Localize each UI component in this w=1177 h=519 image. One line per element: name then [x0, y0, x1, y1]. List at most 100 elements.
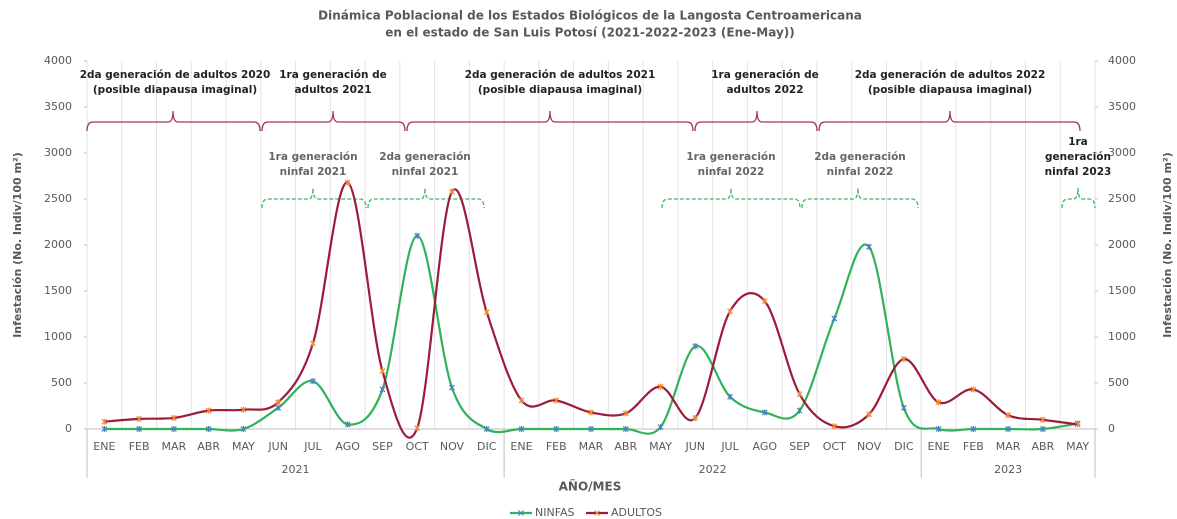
legend-label: ADULTOS — [611, 506, 662, 519]
point — [1005, 412, 1012, 419]
annotation: ninfal 2022 — [827, 166, 894, 178]
point — [866, 411, 872, 418]
point — [970, 426, 977, 432]
point — [205, 426, 212, 432]
point — [588, 426, 594, 432]
x-tick-label: MAY — [649, 440, 672, 453]
annotation: (posible diapausa imaginal) — [478, 84, 642, 96]
point — [275, 399, 282, 406]
y2-tick-label: 4000 — [1108, 54, 1136, 67]
annotation: 1ra generación — [268, 151, 357, 163]
nymph-bracket — [801, 187, 919, 209]
x-tick-label: DIC — [894, 440, 914, 453]
y-tick-label: 2500 — [44, 192, 72, 205]
legend-label: NINFAS — [535, 506, 575, 519]
annotation: 2da generación de adultos 2020 — [80, 69, 271, 81]
annotation: 1ra generación — [686, 151, 775, 163]
annotation: 2da generación de adultos 2021 — [465, 69, 656, 81]
point — [483, 426, 490, 432]
point — [344, 421, 351, 428]
x-tick-label: NOV — [440, 440, 465, 453]
x-tick-label: MAR — [579, 440, 604, 453]
point — [101, 426, 108, 432]
point — [170, 414, 177, 421]
y2-tick-label: 3500 — [1108, 100, 1136, 113]
point — [240, 406, 247, 413]
legend-marker — [518, 510, 524, 516]
point — [414, 425, 421, 432]
x-tick-label: JUN — [267, 440, 288, 453]
point — [1074, 421, 1081, 428]
y-tick-label: 2000 — [44, 238, 72, 251]
point — [240, 426, 247, 432]
point — [796, 407, 803, 414]
point — [101, 418, 108, 425]
point — [900, 356, 907, 363]
group-label: 2021 — [282, 463, 310, 476]
legend-marker — [594, 510, 600, 516]
x-tick-label: JUL — [720, 440, 739, 453]
annotation: 2da generación — [379, 151, 471, 163]
x-tick-label: SEP — [789, 440, 810, 453]
point — [379, 368, 386, 375]
x-tick-label: ABR — [197, 440, 220, 453]
y-tick-label: 4000 — [44, 54, 72, 67]
point — [935, 426, 942, 432]
annotation: 2da generación — [814, 151, 906, 163]
annotation: (posible diapausa imaginal) — [93, 84, 257, 96]
point — [170, 426, 177, 432]
x-tick-label: FEB — [963, 440, 984, 453]
y2-tick-label: 3000 — [1108, 146, 1136, 159]
nymph-bracket — [1061, 187, 1096, 209]
y2-tick-label: 2000 — [1108, 238, 1136, 251]
y2-tick-label: 1500 — [1108, 284, 1136, 297]
point — [866, 243, 872, 250]
point — [831, 315, 838, 322]
adult-bracket — [818, 110, 1081, 132]
point — [205, 407, 212, 414]
x-tick-label: JUL — [303, 440, 322, 453]
x-tick-label: ENE — [510, 440, 532, 453]
point — [553, 397, 560, 404]
nymph-bracket — [661, 187, 801, 209]
x-tick-label: JUN — [685, 440, 706, 453]
y2-tick-label: 500 — [1108, 376, 1129, 389]
point — [761, 298, 768, 305]
y-tick-label: 3500 — [44, 100, 72, 113]
annotation: 1ra generación de — [279, 69, 387, 81]
point — [796, 391, 803, 398]
x-tick-label: AGO — [753, 440, 778, 453]
point — [344, 179, 351, 186]
point — [379, 386, 386, 393]
annotation: 1ra — [1068, 136, 1088, 148]
x-tick-label: FEB — [546, 440, 567, 453]
point — [622, 410, 629, 417]
point — [483, 309, 490, 316]
point — [657, 383, 664, 390]
adult-bracket — [86, 110, 261, 132]
y-tick-label: 1000 — [44, 330, 72, 343]
point — [275, 404, 282, 411]
x-tick-label: ENE — [93, 440, 115, 453]
annotation: ninfal 2023 — [1045, 166, 1112, 178]
adult-bracket — [261, 110, 406, 132]
point — [970, 386, 977, 393]
point — [761, 409, 768, 416]
point — [692, 414, 699, 421]
point — [136, 426, 143, 432]
x-tick-label: FEB — [129, 440, 150, 453]
y-tick-label: 0 — [65, 422, 72, 435]
annotation: ninfal 2021 — [280, 166, 347, 178]
annotation: ninfal 2021 — [392, 166, 459, 178]
y2-axis-label: Infestación (No. Indiv/100 m²) — [1161, 152, 1174, 338]
adult-bracket — [406, 110, 694, 132]
point — [310, 378, 316, 385]
x-tick-label: MAY — [1066, 440, 1089, 453]
group-label: 2023 — [994, 463, 1022, 476]
point — [692, 343, 699, 350]
annotation: 1ra generación de — [711, 69, 819, 81]
y-tick-label: 1500 — [44, 284, 72, 297]
x-tick-label: ENE — [928, 440, 950, 453]
annotation: adultos 2022 — [726, 84, 803, 96]
point — [449, 188, 455, 195]
